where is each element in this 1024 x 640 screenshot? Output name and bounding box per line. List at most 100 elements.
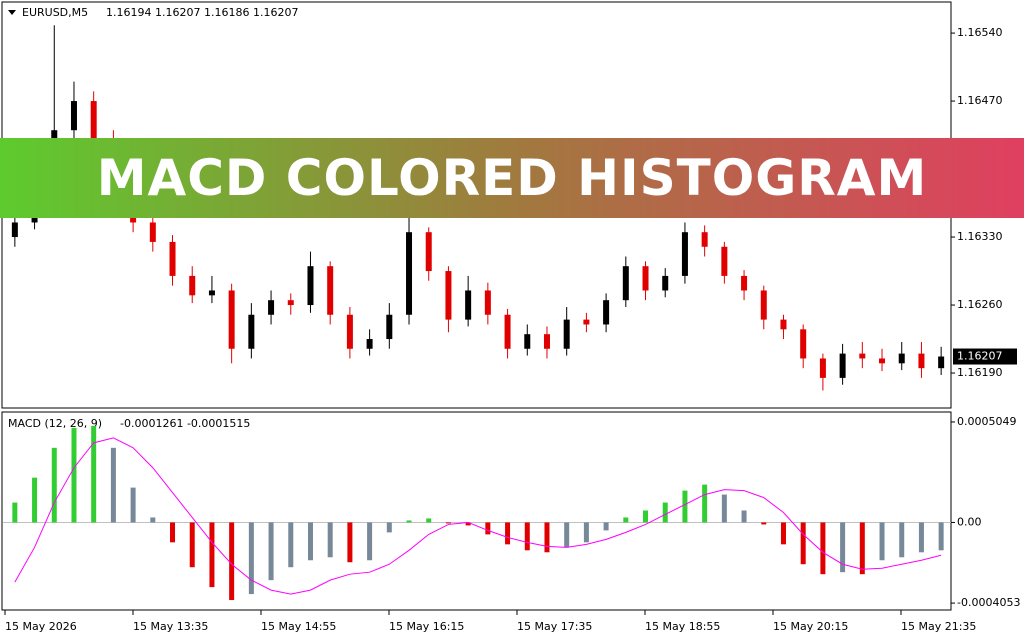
histogram-bar <box>189 522 195 568</box>
x-tick-label: 15 May 17:35 <box>517 620 592 633</box>
candle-body <box>760 290 767 320</box>
current-price: 1.16207 <box>957 350 1003 363</box>
y-tick-label: 0.0005049 <box>957 415 1017 428</box>
histogram-bar <box>643 510 649 523</box>
histogram-bar <box>583 522 589 543</box>
histogram-bar <box>623 517 629 523</box>
histogram-bar <box>51 447 57 523</box>
histogram-bar <box>71 427 77 523</box>
histogram-bar <box>288 522 294 568</box>
histogram-bar <box>465 522 471 526</box>
candle-body <box>741 275 748 291</box>
candle-body <box>366 339 373 349</box>
candle-body <box>642 266 649 291</box>
macd-title: MACD (12, 26, 9) <box>8 417 102 430</box>
histogram-bar <box>820 522 826 575</box>
histogram-bar <box>741 510 747 523</box>
histogram-bar <box>780 522 786 545</box>
candle-body <box>406 232 413 315</box>
candle-body <box>189 275 196 296</box>
y-tick-label: -0.0004053 <box>957 596 1020 609</box>
candle-body <box>228 290 235 349</box>
candle-body <box>938 356 945 369</box>
candle-body <box>11 222 18 238</box>
candle-body <box>701 232 708 247</box>
candle-body <box>70 101 77 131</box>
candle-body <box>543 334 550 349</box>
candle-body <box>800 329 807 359</box>
histogram-bar <box>150 517 156 523</box>
candle-body <box>504 314 511 349</box>
histogram-bar <box>761 522 767 525</box>
candle-body <box>859 353 866 359</box>
y-tick-label: 1.16470 <box>957 94 1003 107</box>
histogram-bar <box>682 490 688 523</box>
candle-body <box>918 353 925 369</box>
histogram-bar <box>899 522 905 558</box>
candle-body <box>603 300 610 325</box>
histogram-bar <box>209 522 215 588</box>
candle-body <box>583 319 590 325</box>
candle-body <box>780 319 787 330</box>
histogram-bar <box>268 522 274 581</box>
x-tick-label: 15 May 13:35 <box>133 620 208 633</box>
histogram-bar <box>229 522 235 601</box>
candle-body <box>524 334 531 349</box>
candle-body <box>425 232 432 272</box>
histogram-bar <box>367 522 373 561</box>
macd-values: -0.0001261 -0.0001515 <box>120 417 250 430</box>
x-tick-label: 15 May 20:15 <box>773 620 848 633</box>
histogram-bar <box>938 522 944 551</box>
histogram-bar <box>524 522 530 551</box>
histogram-bar <box>603 522 609 531</box>
histogram-bar <box>445 522 451 524</box>
candle-body <box>268 300 275 315</box>
histogram-bar <box>32 477 38 523</box>
current-price-box <box>953 348 1017 365</box>
candle-body <box>819 358 826 378</box>
candle-body <box>149 222 156 242</box>
candle-body <box>622 266 629 301</box>
candle-body <box>307 266 314 306</box>
histogram-bar <box>91 425 97 523</box>
x-tick-label: 15 May 21:35 <box>901 620 976 633</box>
banner-title: MACD COLORED HISTOGRAM <box>96 149 928 207</box>
candle-body <box>386 314 393 340</box>
candle-body <box>681 232 688 276</box>
candle-body <box>248 314 255 349</box>
y-tick-label: 1.16540 <box>957 26 1003 39</box>
histogram-bar <box>662 502 668 523</box>
histogram-bar <box>840 522 846 573</box>
histogram-bar <box>327 522 333 558</box>
candle-body <box>465 290 472 320</box>
candle-body <box>662 275 669 291</box>
histogram-bar <box>386 522 392 533</box>
symbol: EURUSD,M5 <box>22 6 88 19</box>
histogram-bar <box>406 520 412 523</box>
candle-body <box>898 353 905 364</box>
histogram-bar <box>859 522 865 575</box>
candle-body <box>879 358 886 364</box>
candle-body <box>208 290 215 296</box>
candle-body <box>721 246 728 276</box>
histogram-bar <box>544 522 550 553</box>
x-tick-label: 15 May 16:15 <box>389 620 464 633</box>
y-tick-label: 1.16190 <box>957 366 1003 379</box>
ohlc: 1.16194 1.16207 1.16186 1.16207 <box>106 6 298 19</box>
x-tick-label: 15 May 18:55 <box>645 620 720 633</box>
histogram-bar <box>110 447 116 523</box>
histogram-bar <box>879 522 885 561</box>
y-tick-label: 1.16330 <box>957 230 1003 243</box>
histogram-bar <box>130 487 136 523</box>
histogram-bar <box>721 494 727 523</box>
menu-arrow <box>8 10 16 15</box>
y-tick-label: 1.16260 <box>957 298 1003 311</box>
histogram-bar <box>564 522 570 548</box>
histogram-bar <box>505 522 511 545</box>
signal-line <box>14 437 942 595</box>
candle-body <box>563 319 570 349</box>
x-tick-label: 15 May 14:55 <box>261 620 336 633</box>
candle-body <box>287 300 294 306</box>
